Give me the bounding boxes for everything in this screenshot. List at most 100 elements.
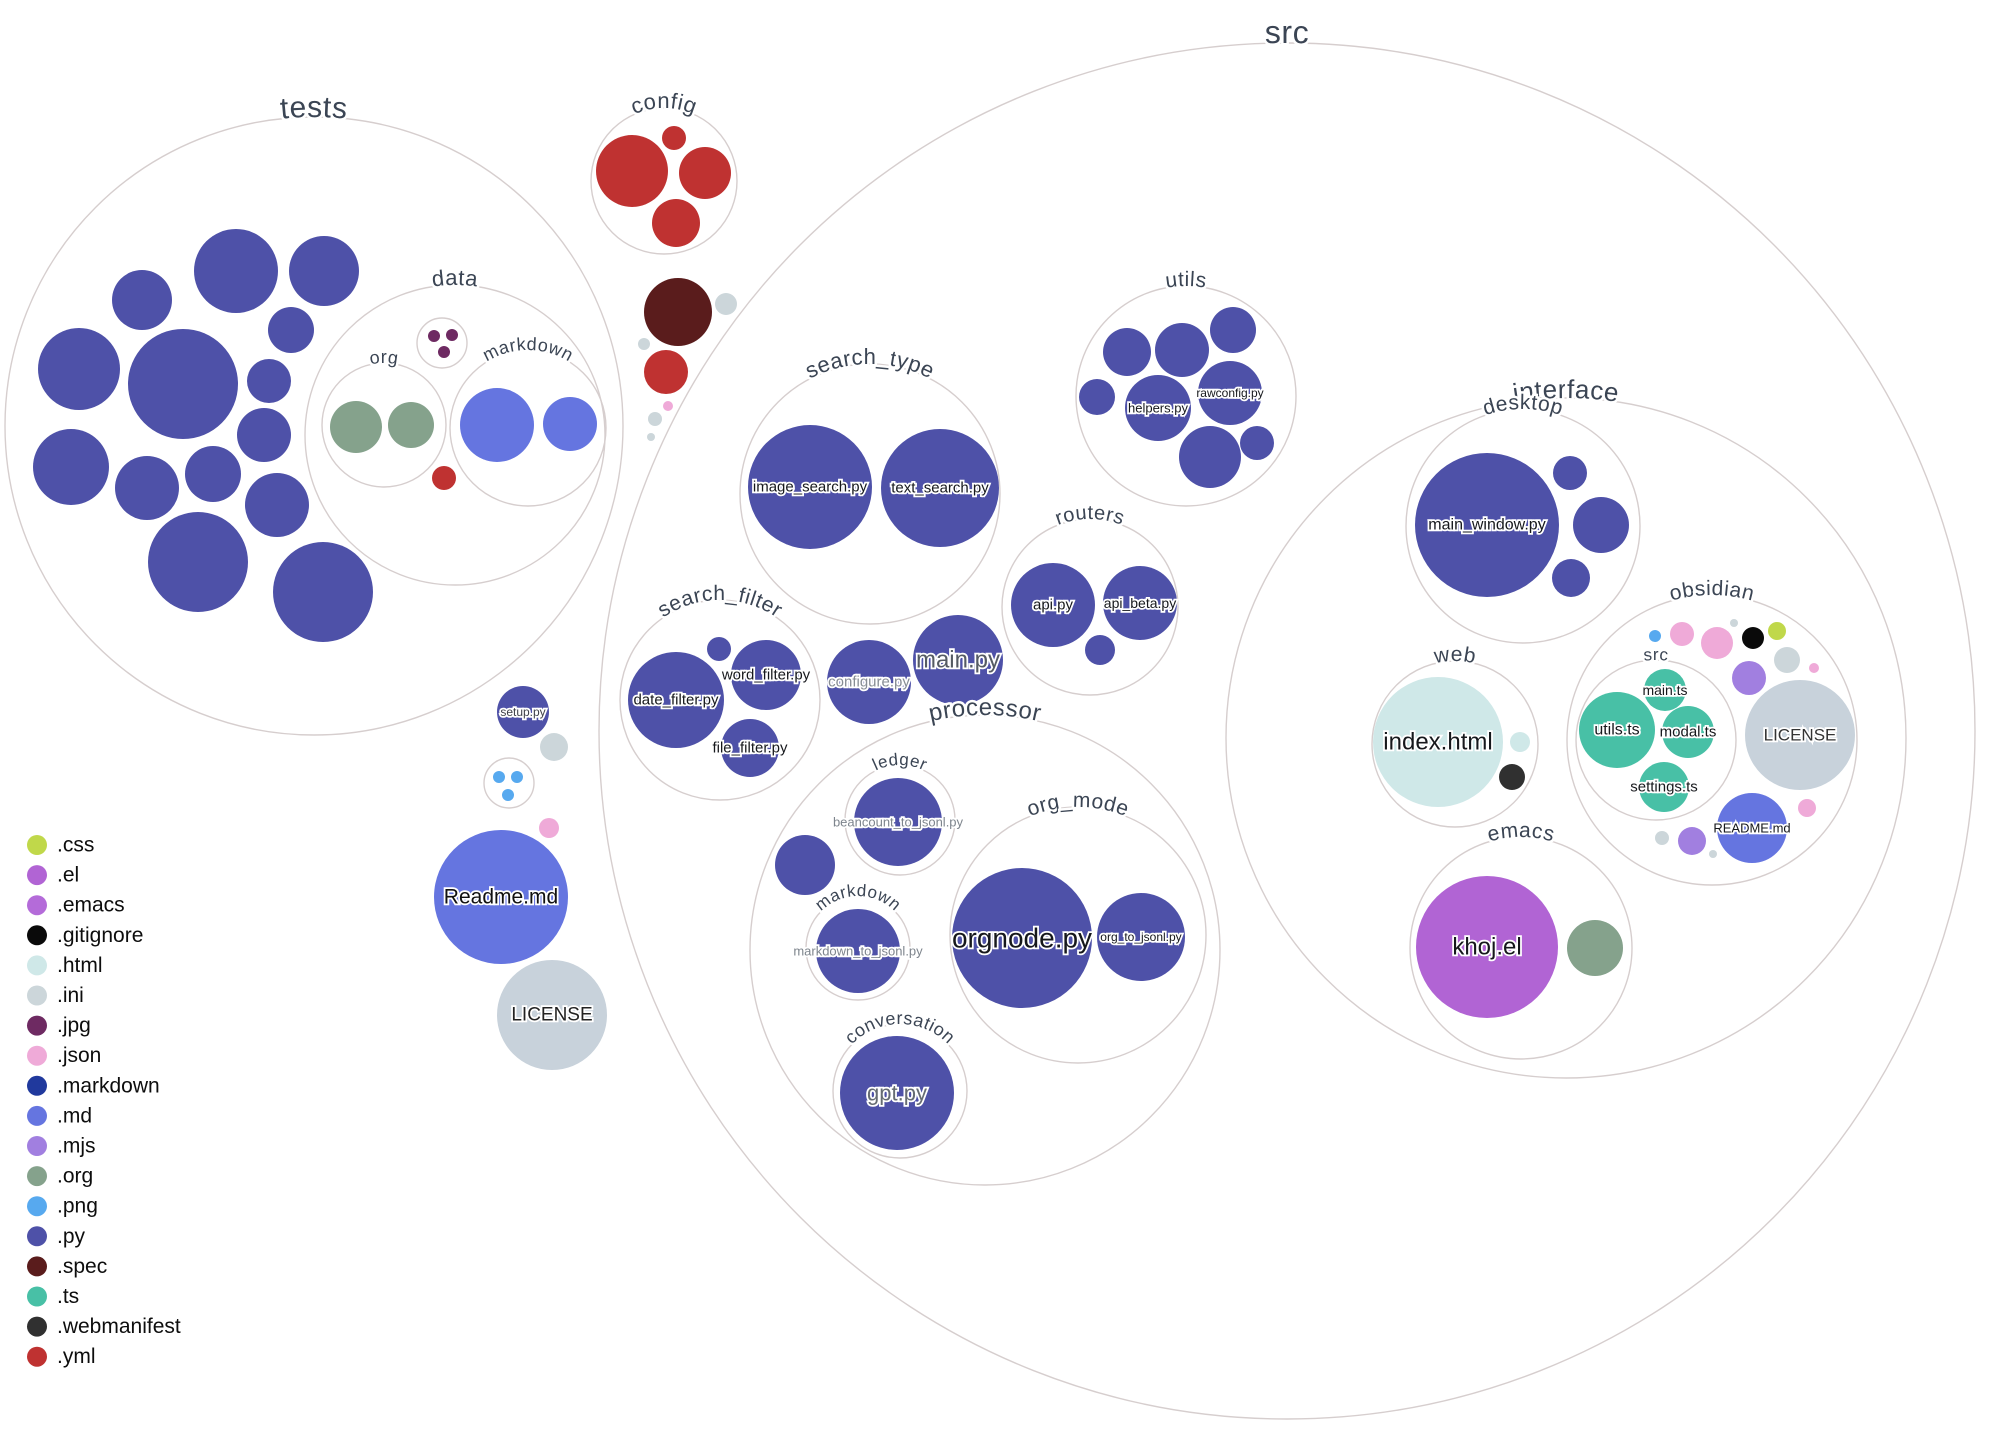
file-modal.ts-circle[interactable]: [1662, 706, 1714, 758]
file-gitignore-circle[interactable]: [1742, 627, 1764, 649]
file-png-circle[interactable]: [493, 771, 505, 783]
file-py-circle[interactable]: [194, 229, 278, 313]
file-khoj.el-circle[interactable]: [1416, 876, 1558, 1018]
folder-unnamed-circle[interactable]: [416, 317, 468, 369]
file-py-circle[interactable]: [247, 359, 291, 403]
file-jpg-circle[interactable]: [446, 329, 458, 341]
folder-desktop-circle[interactable]: [1405, 408, 1641, 644]
file-jpg-circle[interactable]: [438, 346, 450, 358]
file-rawconfig.py-circle[interactable]: [1198, 361, 1262, 425]
file-py-circle[interactable]: [1553, 456, 1587, 490]
file-py-circle[interactable]: [1155, 323, 1209, 377]
file-md-circle[interactable]: [543, 397, 597, 451]
file-setup.py-circle[interactable]: [497, 686, 549, 738]
folder-emacs-circle[interactable]: [1409, 836, 1633, 1060]
file-ini-circle[interactable]: [1730, 619, 1738, 627]
file-py-circle[interactable]: [1552, 559, 1590, 597]
file-py-circle[interactable]: [273, 542, 373, 642]
file-py-circle[interactable]: [237, 408, 291, 462]
file-configure.py-circle[interactable]: [827, 640, 911, 724]
file-ini-circle[interactable]: [1655, 831, 1669, 845]
file-api_beta.py-circle[interactable]: [1103, 566, 1177, 640]
folder-unnamed-circle[interactable]: [483, 757, 535, 809]
file-yml-circle[interactable]: [432, 466, 456, 490]
folder-utils-circle[interactable]: [1075, 285, 1297, 507]
file-py-circle[interactable]: [707, 637, 731, 661]
file-mjs-circle[interactable]: [1732, 661, 1766, 695]
file-png-circle[interactable]: [511, 771, 523, 783]
file-Readme.md-circle[interactable]: [434, 830, 568, 964]
file-beancount_to_jsonl.py-circle[interactable]: [854, 778, 942, 866]
folder-conversation-circle[interactable]: [832, 1023, 968, 1159]
file-date_filter.py-circle[interactable]: [628, 652, 724, 748]
file-ini-circle[interactable]: [715, 293, 737, 315]
file-yml-circle[interactable]: [652, 199, 700, 247]
file-yml-circle[interactable]: [662, 126, 686, 150]
folder-src-circle[interactable]: [1575, 659, 1737, 821]
file-helpers.py-circle[interactable]: [1125, 375, 1191, 441]
folder-ledger-circle[interactable]: [844, 764, 956, 876]
file-json-circle[interactable]: [539, 818, 559, 838]
file-orgnode.py-circle[interactable]: [952, 868, 1092, 1008]
file-css-circle[interactable]: [1768, 622, 1786, 640]
file-gpt.py-circle[interactable]: [840, 1036, 954, 1150]
file-py-circle[interactable]: [33, 429, 109, 505]
file-word_filter.py-circle[interactable]: [731, 640, 801, 710]
folder-org_mode-circle[interactable]: [949, 806, 1207, 1064]
file-json-circle[interactable]: [663, 401, 673, 411]
file-org-circle[interactable]: [388, 402, 434, 448]
folder-routers-circle[interactable]: [1001, 518, 1179, 696]
folder-markdown-circle[interactable]: [805, 895, 911, 1001]
file-image_search.py-circle[interactable]: [748, 425, 872, 549]
file-spec-circle[interactable]: [644, 278, 712, 346]
folder-markdown-circle[interactable]: [449, 349, 607, 507]
file-markdown_to_jsonl.py-circle[interactable]: [816, 909, 900, 993]
file-README.md-circle[interactable]: [1717, 793, 1787, 863]
file-py-circle[interactable]: [38, 328, 120, 410]
file-py-circle[interactable]: [1085, 635, 1115, 665]
file-py-circle[interactable]: [1179, 426, 1241, 488]
file-py-circle[interactable]: [1240, 426, 1274, 460]
file-LICENSE-circle[interactable]: [497, 960, 607, 1070]
file-LICENSE-circle[interactable]: [1745, 680, 1855, 790]
file-png-circle[interactable]: [502, 789, 514, 801]
file-file_filter.py-circle[interactable]: [721, 719, 779, 777]
folder-obsidian-circle[interactable]: [1566, 594, 1858, 886]
folder-processor-circle[interactable]: [749, 714, 1221, 1186]
folder-config-circle[interactable]: [590, 107, 738, 255]
file-py-circle[interactable]: [185, 446, 241, 502]
file-ini-circle[interactable]: [638, 338, 650, 350]
folder-interface-circle[interactable]: [1225, 397, 1907, 1079]
file-py-circle[interactable]: [1079, 379, 1115, 415]
file-ini-circle[interactable]: [647, 433, 655, 441]
file-main_window.py-circle[interactable]: [1415, 453, 1559, 597]
file-md-circle[interactable]: [460, 388, 534, 462]
file-json-circle[interactable]: [1670, 622, 1694, 646]
file-jpg-circle[interactable]: [428, 330, 440, 342]
file-api.py-circle[interactable]: [1011, 563, 1095, 647]
folder-web-circle[interactable]: [1371, 660, 1539, 828]
file-settings.ts-circle[interactable]: [1639, 762, 1689, 812]
file-py-circle[interactable]: [268, 307, 314, 353]
file-py-circle[interactable]: [148, 512, 248, 612]
folder-tests-circle[interactable]: [4, 116, 624, 736]
file-org-circle[interactable]: [1567, 920, 1623, 976]
folder-org-circle[interactable]: [321, 362, 447, 488]
file-yml-circle[interactable]: [596, 135, 668, 207]
file-json-circle[interactable]: [1798, 799, 1816, 817]
file-mjs-circle[interactable]: [1678, 827, 1706, 855]
file-json-circle[interactable]: [1809, 663, 1819, 673]
file-ini-circle[interactable]: [648, 412, 662, 426]
file-py-circle[interactable]: [128, 329, 238, 439]
file-py-circle[interactable]: [775, 835, 835, 895]
file-json-circle[interactable]: [1701, 627, 1733, 659]
file-py-circle[interactable]: [1573, 497, 1629, 553]
file-ini-circle[interactable]: [540, 733, 568, 761]
file-org-circle[interactable]: [330, 401, 382, 453]
file-html-circle[interactable]: [1510, 732, 1530, 752]
file-py-circle[interactable]: [245, 473, 309, 537]
file-py-circle[interactable]: [289, 236, 359, 306]
file-py-circle[interactable]: [1103, 328, 1151, 376]
file-main.py-circle[interactable]: [913, 615, 1003, 705]
folder-search_type-circle[interactable]: [739, 363, 1001, 625]
